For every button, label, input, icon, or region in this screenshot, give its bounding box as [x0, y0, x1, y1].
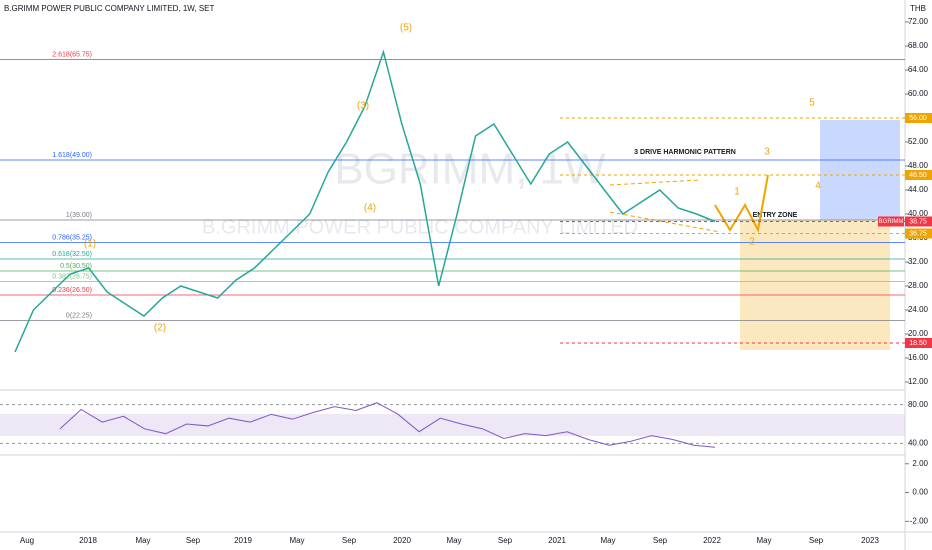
- y-tick-label: 64.00: [908, 65, 929, 74]
- drive-label: 2: [749, 237, 755, 248]
- time-label: 2020: [393, 536, 411, 545]
- macd-tick-label: 0.00: [912, 488, 928, 497]
- time-label: Sep: [809, 536, 824, 545]
- rsi-line: [59, 402, 716, 448]
- fib-label: 0.382(28.75): [52, 273, 92, 280]
- y-tick-label: 20.00: [908, 329, 929, 338]
- time-label: 2019: [234, 536, 252, 545]
- fib-label: 0.618(32.50): [52, 251, 92, 258]
- time-label: May: [600, 536, 615, 545]
- y-tick-label: 52.00: [908, 137, 929, 146]
- time-label: Aug: [20, 536, 34, 545]
- volume-profile: [820, 120, 900, 220]
- fib-label: 1.618(49.00): [52, 152, 92, 159]
- time-label: 2022: [703, 536, 721, 545]
- price-tag: [905, 228, 932, 239]
- entry-zone: ENTRY ZONE: [753, 212, 798, 219]
- watermark-symbol: BGRIMM, 1W: [334, 145, 606, 194]
- drive-label: 4: [815, 181, 821, 192]
- fib-label: 1(39.00): [66, 212, 92, 219]
- time-label: May: [756, 536, 771, 545]
- time-label: Sep: [342, 536, 357, 545]
- fib-label: 0.236(26.50): [52, 287, 92, 294]
- price-tag-label: 36.75: [909, 230, 927, 237]
- pattern-title: 3 DRIVE HARMONIC PATTERN: [634, 149, 736, 156]
- time-label: May: [135, 536, 150, 545]
- pattern-line: [609, 211, 721, 233]
- symbol-tag-label: BGRIMM: [879, 219, 904, 225]
- y-tick-label: 28.00: [908, 281, 929, 290]
- y-tick-label: 32.00: [908, 257, 929, 266]
- fib-label: 0.5(30.50): [60, 263, 92, 270]
- rsi-tick-label: 80.00: [908, 400, 929, 409]
- pattern-line: [609, 179, 701, 186]
- y-tick-label: 24.00: [908, 305, 929, 314]
- wave-label: (1): [84, 239, 96, 250]
- price-tag-label: 46.50: [909, 172, 927, 179]
- time-label: 2018: [79, 536, 97, 545]
- wave-label: (2): [154, 323, 166, 334]
- fib-label: 2.618(65.75): [52, 51, 92, 58]
- y-tick-label: 12.00: [908, 377, 929, 386]
- y-tick-label: 40.00: [908, 209, 929, 218]
- time-label: Sep: [498, 536, 513, 545]
- time-label: Sep: [186, 536, 201, 545]
- time-label: May: [446, 536, 461, 545]
- price-tag-label: 38.75: [909, 218, 927, 225]
- price-tag-label: 18.50: [909, 340, 927, 347]
- time-label: 2023: [861, 536, 879, 545]
- price-tag: [905, 338, 932, 348]
- y-tick-label: 16.00: [908, 353, 929, 362]
- time-label: May: [289, 536, 304, 545]
- time-label: 2021: [548, 536, 566, 545]
- y-tick-label: 48.00: [908, 161, 929, 170]
- y-tick-label: 60.00: [908, 89, 929, 98]
- price-tag: [905, 170, 932, 180]
- wave-label: (3): [357, 101, 369, 112]
- symbol-tag: [878, 216, 904, 227]
- currency: THB: [910, 4, 926, 13]
- price-line: [14, 49, 716, 353]
- wave-label: (4): [364, 203, 376, 214]
- y-tick-label: 68.00: [908, 41, 929, 50]
- volume-profile: [740, 220, 890, 350]
- time-label: Sep: [653, 536, 668, 545]
- y-tick-label: 44.00: [908, 185, 929, 194]
- macd-tick-label: -2.00: [910, 516, 929, 525]
- drive-label: 5: [809, 98, 815, 109]
- rsi-tick-label: 40.00: [908, 438, 929, 447]
- drive-label: 1: [734, 187, 740, 198]
- price-tag: [905, 216, 932, 227]
- fib-label: 0.786(35.25): [52, 234, 92, 241]
- watermark-name: B.GRIMM POWER PUBLIC COMPANY LIMITED: [202, 216, 638, 238]
- price-tag: [905, 113, 932, 123]
- wave-label: (5): [400, 23, 412, 34]
- price-tag-label: 56.00: [909, 115, 927, 122]
- drive-label: 3: [764, 147, 770, 158]
- macd-tick-label: 2.00: [912, 459, 928, 468]
- chart-title: B.GRIMM POWER PUBLIC COMPANY LIMITED, 1W…: [4, 4, 215, 13]
- fib-label: 0(22.25): [66, 312, 92, 319]
- rsi-band: [0, 414, 905, 436]
- y-tick-label: 72.00: [908, 17, 929, 26]
